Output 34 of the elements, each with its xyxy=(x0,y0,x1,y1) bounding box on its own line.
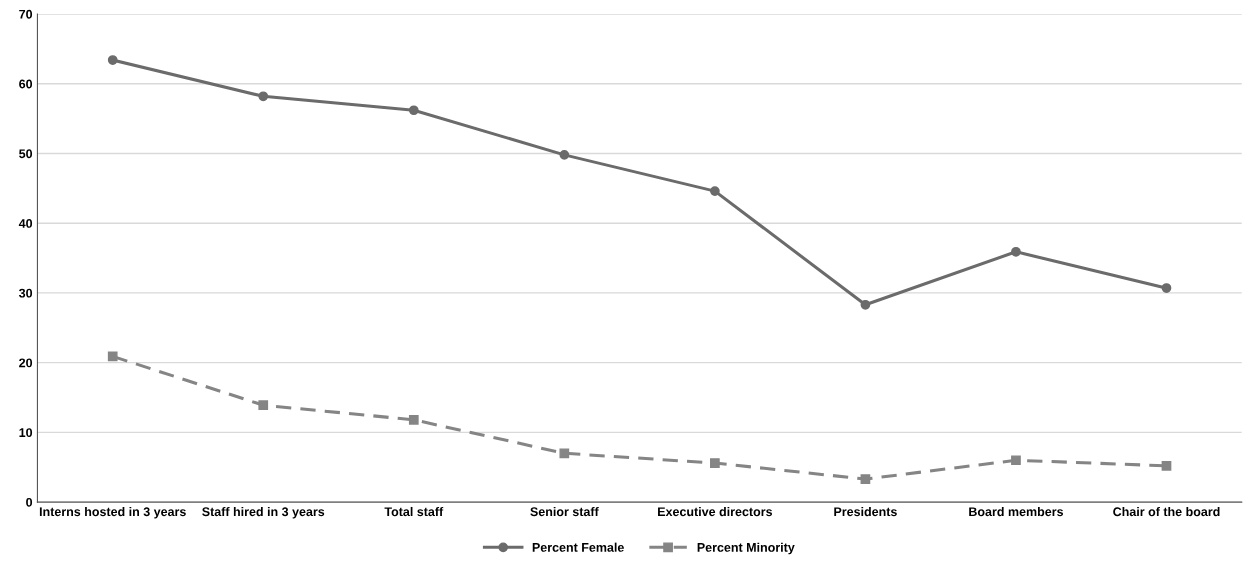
x-tick-label: Senior staff xyxy=(530,506,599,517)
point xyxy=(559,448,570,459)
x-tick-label: Total staff xyxy=(384,506,444,517)
point xyxy=(860,299,871,310)
y-tick-label: 40 xyxy=(18,219,33,228)
y-tick-label: 70 xyxy=(19,9,33,19)
x-tick-label: Chair of the board xyxy=(1113,506,1220,517)
legend-label: Percent Female xyxy=(532,542,624,552)
y-tick-label: 50 xyxy=(19,149,33,159)
y-tick-label: 20 xyxy=(19,358,33,368)
point xyxy=(258,400,269,411)
legend-label: Percent Minority xyxy=(697,542,795,555)
point xyxy=(408,105,419,116)
point xyxy=(860,474,871,484)
point xyxy=(559,150,570,160)
y-tick-label: 60 xyxy=(19,79,33,89)
point xyxy=(107,55,118,65)
point xyxy=(258,91,269,102)
x-tick-label: Executive directors xyxy=(658,506,773,517)
y-tick-label: 30 xyxy=(18,288,33,298)
point xyxy=(1161,460,1172,471)
x-tick-label: Board members xyxy=(969,506,1064,517)
point xyxy=(1011,246,1021,257)
x-tick-label: Interns hosted in 3 years xyxy=(39,506,186,519)
point xyxy=(710,458,720,468)
y-tick-label: 0 xyxy=(26,497,33,507)
x-tick-label: Staff hired in 3 years xyxy=(202,506,325,519)
point xyxy=(1011,455,1021,466)
y-tick-label: 10 xyxy=(19,428,33,438)
point xyxy=(408,414,419,425)
point xyxy=(710,186,720,196)
point xyxy=(107,351,118,362)
point xyxy=(1161,283,1172,293)
x-tick-label: Presidents xyxy=(834,506,897,517)
